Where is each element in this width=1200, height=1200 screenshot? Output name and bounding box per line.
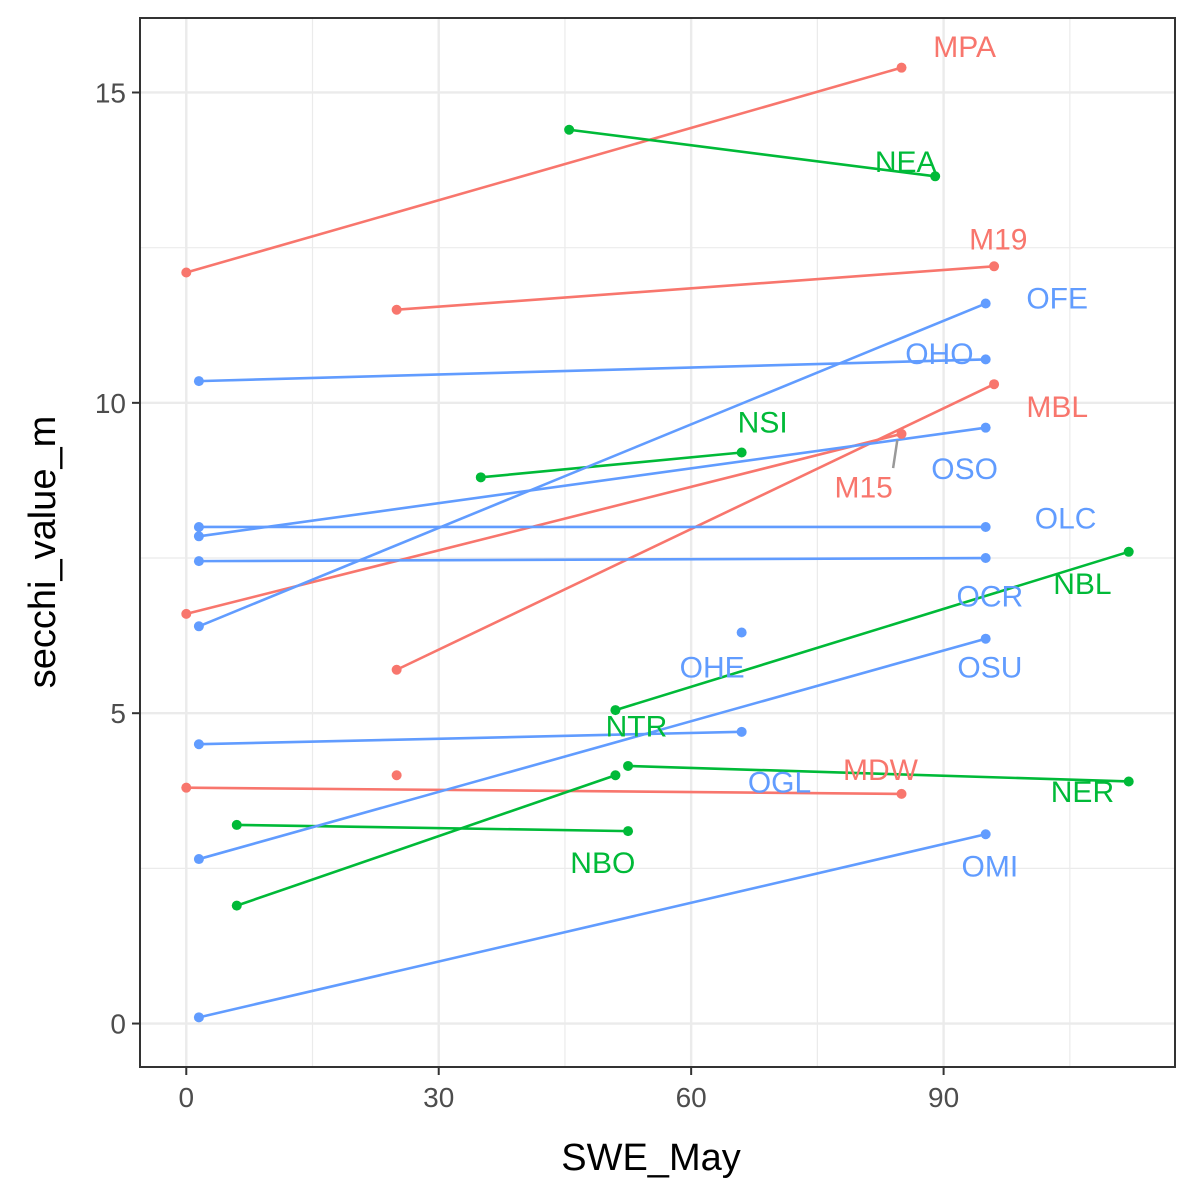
y-axis-ticks: 0 5 10 15 xyxy=(95,77,140,1040)
label-ocr: OCR xyxy=(957,580,1024,613)
y-tick-label: 5 xyxy=(110,698,126,729)
data-point-ocr xyxy=(980,553,991,564)
data-point-mbl xyxy=(391,664,402,675)
data-point-ner xyxy=(1123,776,1134,787)
data-point-mdw xyxy=(391,770,402,781)
data-point-ntr xyxy=(231,900,242,911)
data-point-ocr xyxy=(193,556,204,567)
label-ner: NER xyxy=(1051,776,1114,809)
series-lines xyxy=(185,66,1130,1019)
y-tick-label: 15 xyxy=(95,77,126,108)
series-line-mdw xyxy=(186,786,902,796)
data-point-ogl xyxy=(193,739,204,750)
label-ogl: OGL xyxy=(748,766,811,799)
label-mpa: MPA xyxy=(933,31,996,64)
data-point-nsi xyxy=(475,472,486,483)
y-tick-label: 10 xyxy=(95,388,126,419)
label-m19: M19 xyxy=(969,223,1027,256)
label-ohe: OHE xyxy=(680,652,745,685)
data-point-ofe xyxy=(980,298,991,309)
label-oso: OSO xyxy=(931,453,998,486)
data-point-nea xyxy=(564,124,575,135)
series-line-osu xyxy=(198,637,987,861)
data-point-osu xyxy=(193,854,204,865)
label-ntr: NTR xyxy=(606,711,668,744)
data-point-osu xyxy=(980,633,991,644)
y-axis-title: secchi_value_m xyxy=(22,416,64,688)
data-point-mpa xyxy=(181,267,192,278)
point-labels: MPA M19 MBL M15 MDW NEA NSI NBL NTR NER NBO OFE OHO O… xyxy=(570,31,1114,883)
data-point-ner xyxy=(623,760,634,771)
series-line-ntr xyxy=(236,774,616,907)
series-line-nea xyxy=(568,128,936,178)
x-axis-title: SWE_May xyxy=(561,1137,740,1179)
data-point-nbl xyxy=(1123,546,1134,557)
data-point-mdw xyxy=(181,782,192,793)
data-point-mdw xyxy=(896,788,907,799)
data-point-ntr xyxy=(610,770,621,781)
series-line-omi xyxy=(198,832,986,1019)
series-line-nbo xyxy=(236,823,629,833)
label-mbl: MBL xyxy=(1026,391,1088,424)
data-point-m19 xyxy=(391,304,402,315)
series-line-ner xyxy=(628,764,1129,783)
data-point-omi xyxy=(980,829,991,840)
label-mdw: MDW xyxy=(843,754,919,787)
data-point-olc xyxy=(980,521,991,532)
major-gridlines xyxy=(140,18,1175,1067)
data-point-olc xyxy=(193,521,204,532)
data-point-m19 xyxy=(989,261,1000,272)
data-point-mpa xyxy=(896,62,907,73)
data-point-omi xyxy=(193,1012,204,1023)
data-point-nbo xyxy=(231,819,242,830)
label-leaders xyxy=(891,439,899,469)
series-points xyxy=(181,62,1134,1023)
data-point-oho xyxy=(980,354,991,365)
data-point-nbl xyxy=(610,705,621,716)
x-tick-label: 0 xyxy=(178,1082,194,1113)
x-tick-label: 30 xyxy=(423,1082,454,1113)
data-point-ohe xyxy=(736,627,747,638)
series-line-ocr xyxy=(198,556,986,563)
label-oho: OHO xyxy=(905,338,973,371)
label-olc: OLC xyxy=(1035,503,1097,536)
data-point-nbo xyxy=(623,826,634,837)
series-line-mpa xyxy=(185,66,902,274)
panel-border xyxy=(139,17,1176,1068)
data-point-ogl xyxy=(736,726,747,737)
series-line-nbl xyxy=(615,550,1130,712)
series-line-m19 xyxy=(396,264,995,312)
x-axis-ticks: 0 30 60 90 xyxy=(178,1067,959,1113)
leader-line-m15 xyxy=(891,439,899,469)
data-point-oho xyxy=(193,376,204,387)
series-line-ofe xyxy=(198,302,987,628)
series-line-oho xyxy=(198,358,986,383)
label-m15: M15 xyxy=(834,472,892,505)
series-line-oso xyxy=(198,426,986,538)
data-point-nea xyxy=(930,171,941,182)
label-nea: NEA xyxy=(875,146,937,179)
data-point-m15 xyxy=(181,608,192,619)
label-nbl: NBL xyxy=(1053,568,1111,601)
data-point-mbl xyxy=(989,379,1000,390)
data-point-oso xyxy=(980,422,991,433)
series-line-nsi xyxy=(480,451,742,479)
label-ofe: OFE xyxy=(1026,282,1088,315)
y-tick-label: 0 xyxy=(110,1009,126,1040)
data-point-m15 xyxy=(896,428,907,439)
label-omi: OMI xyxy=(962,850,1019,883)
x-tick-label: 60 xyxy=(676,1082,707,1113)
label-nbo: NBO xyxy=(570,847,635,880)
label-osu: OSU xyxy=(957,652,1022,685)
data-point-ofe xyxy=(193,621,204,632)
data-point-oso xyxy=(193,531,204,542)
series-line-ogl xyxy=(198,730,742,746)
x-tick-label: 90 xyxy=(928,1082,959,1113)
label-nsi: NSI xyxy=(738,406,788,439)
data-point-nsi xyxy=(736,447,747,458)
